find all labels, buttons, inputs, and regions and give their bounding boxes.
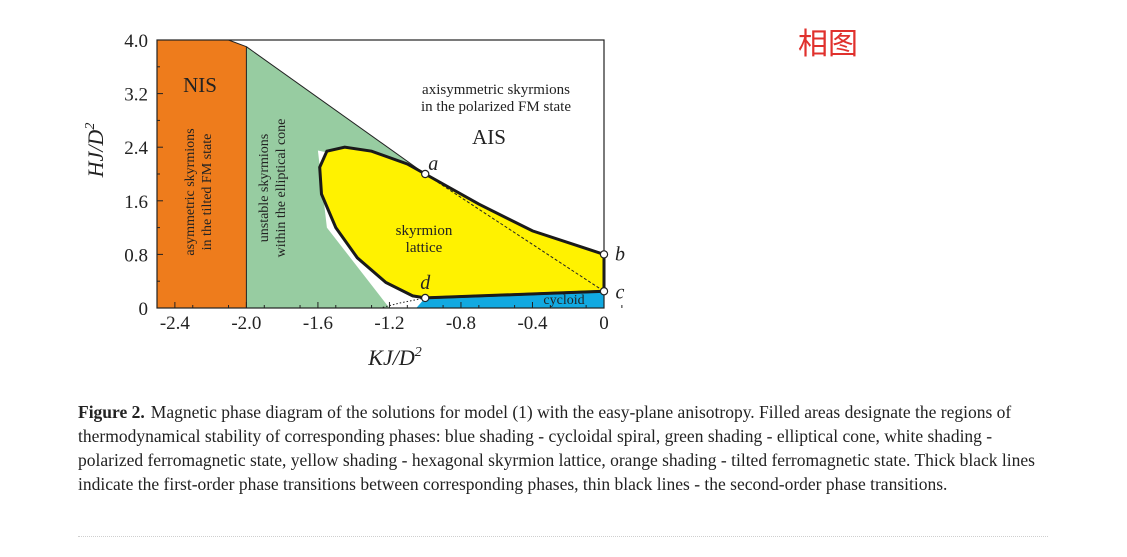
point-label-d: d: [420, 272, 431, 294]
phase-diagram: -2.4 -2.0 -1.6 -1.2 -0.8 -0.4 0 4.0 3.2 2.4 1.6 0.…: [83, 31, 625, 370]
y-tick-label: 0.8: [124, 245, 148, 266]
line-lattice-boundary: [318, 145, 606, 300]
tag-label: 相图: [798, 27, 858, 62]
point-b: [599, 250, 609, 259]
critical-points: a bc d: [420, 153, 625, 303]
svg-text:within the elliptical cone: within the elliptical cone: [274, 119, 289, 258]
x-ticks: -2.4 -2.0 -1.6 -1.2 -0.8 -0.4 0: [160, 302, 623, 334]
x-tick-label: -2.4: [160, 313, 191, 334]
y-tick-label: 1.6: [124, 192, 148, 213]
point-label-b: b: [615, 243, 625, 265]
x-tick-label: -1.6: [303, 313, 333, 334]
cone-description: unstable skyrmions within the elliptical…: [257, 119, 289, 258]
svg-text:asymmetric skyrmions: asymmetric skyrmions: [183, 128, 198, 255]
y-ticks: 4.0 3.2 2.4 1.6 0.8 0: [124, 31, 163, 320]
point-label-c: c: [616, 281, 625, 303]
svg-text:in the tilted FM state: in the tilted FM state: [200, 134, 215, 251]
point-a: [421, 169, 430, 179]
line-d-dotted: [380, 297, 426, 309]
y-tick-label: 3.2: [124, 85, 148, 106]
lattice-label-line2: lattice: [406, 240, 443, 256]
divider: [78, 536, 1048, 537]
x-tick-label: -0.4: [517, 313, 548, 334]
cycloid-label: cycloid: [543, 293, 584, 308]
y-axis-label: HJ/D2: [83, 123, 108, 179]
region-skyrmion-lattice: [319, 147, 604, 298]
y-tick-label: 2.4: [124, 138, 148, 159]
x-tick-label: -0.8: [446, 313, 476, 334]
caption-text: Magnetic phase diagram of the solutions …: [78, 402, 1035, 494]
x-axis-label: KJ/D2: [367, 345, 421, 370]
region-tilted-fm: [157, 40, 247, 308]
tilted-fm-description: asymmetric skyrmions in the tilted FM st…: [183, 128, 215, 255]
fm-description-line2: in the polarized FM state: [421, 99, 571, 115]
point-d: [421, 293, 430, 303]
svg-text:unstable skyrmions: unstable skyrmions: [257, 134, 272, 243]
line-cone-fm-boundary: [246, 46, 426, 175]
point-label-a: a: [428, 153, 438, 175]
region-elliptical-cone: [246, 46, 426, 308]
fm-description-line1: axisymmetric skyrmions: [422, 82, 570, 98]
x-tick-label: -1.2: [374, 313, 404, 334]
figure-caption: Figure 2. Magnetic phase diagram of the s…: [78, 400, 1038, 496]
y-tick-label: 0: [139, 299, 149, 320]
line-a-c-dashed: [424, 173, 605, 292]
y-tick-label: 4.0: [124, 31, 148, 52]
region-cycloid: [416, 291, 604, 308]
x-tick-label: -2.0: [231, 313, 261, 334]
x-tick-label: 0: [599, 313, 609, 334]
point-c: [599, 287, 609, 296]
line-cycloid-top: [425, 290, 605, 300]
ais-label: AIS: [472, 125, 506, 149]
lattice-label-line1: skyrmion: [396, 223, 453, 239]
nis-label: NIS: [183, 73, 217, 97]
caption-label: Figure 2.: [78, 402, 145, 422]
